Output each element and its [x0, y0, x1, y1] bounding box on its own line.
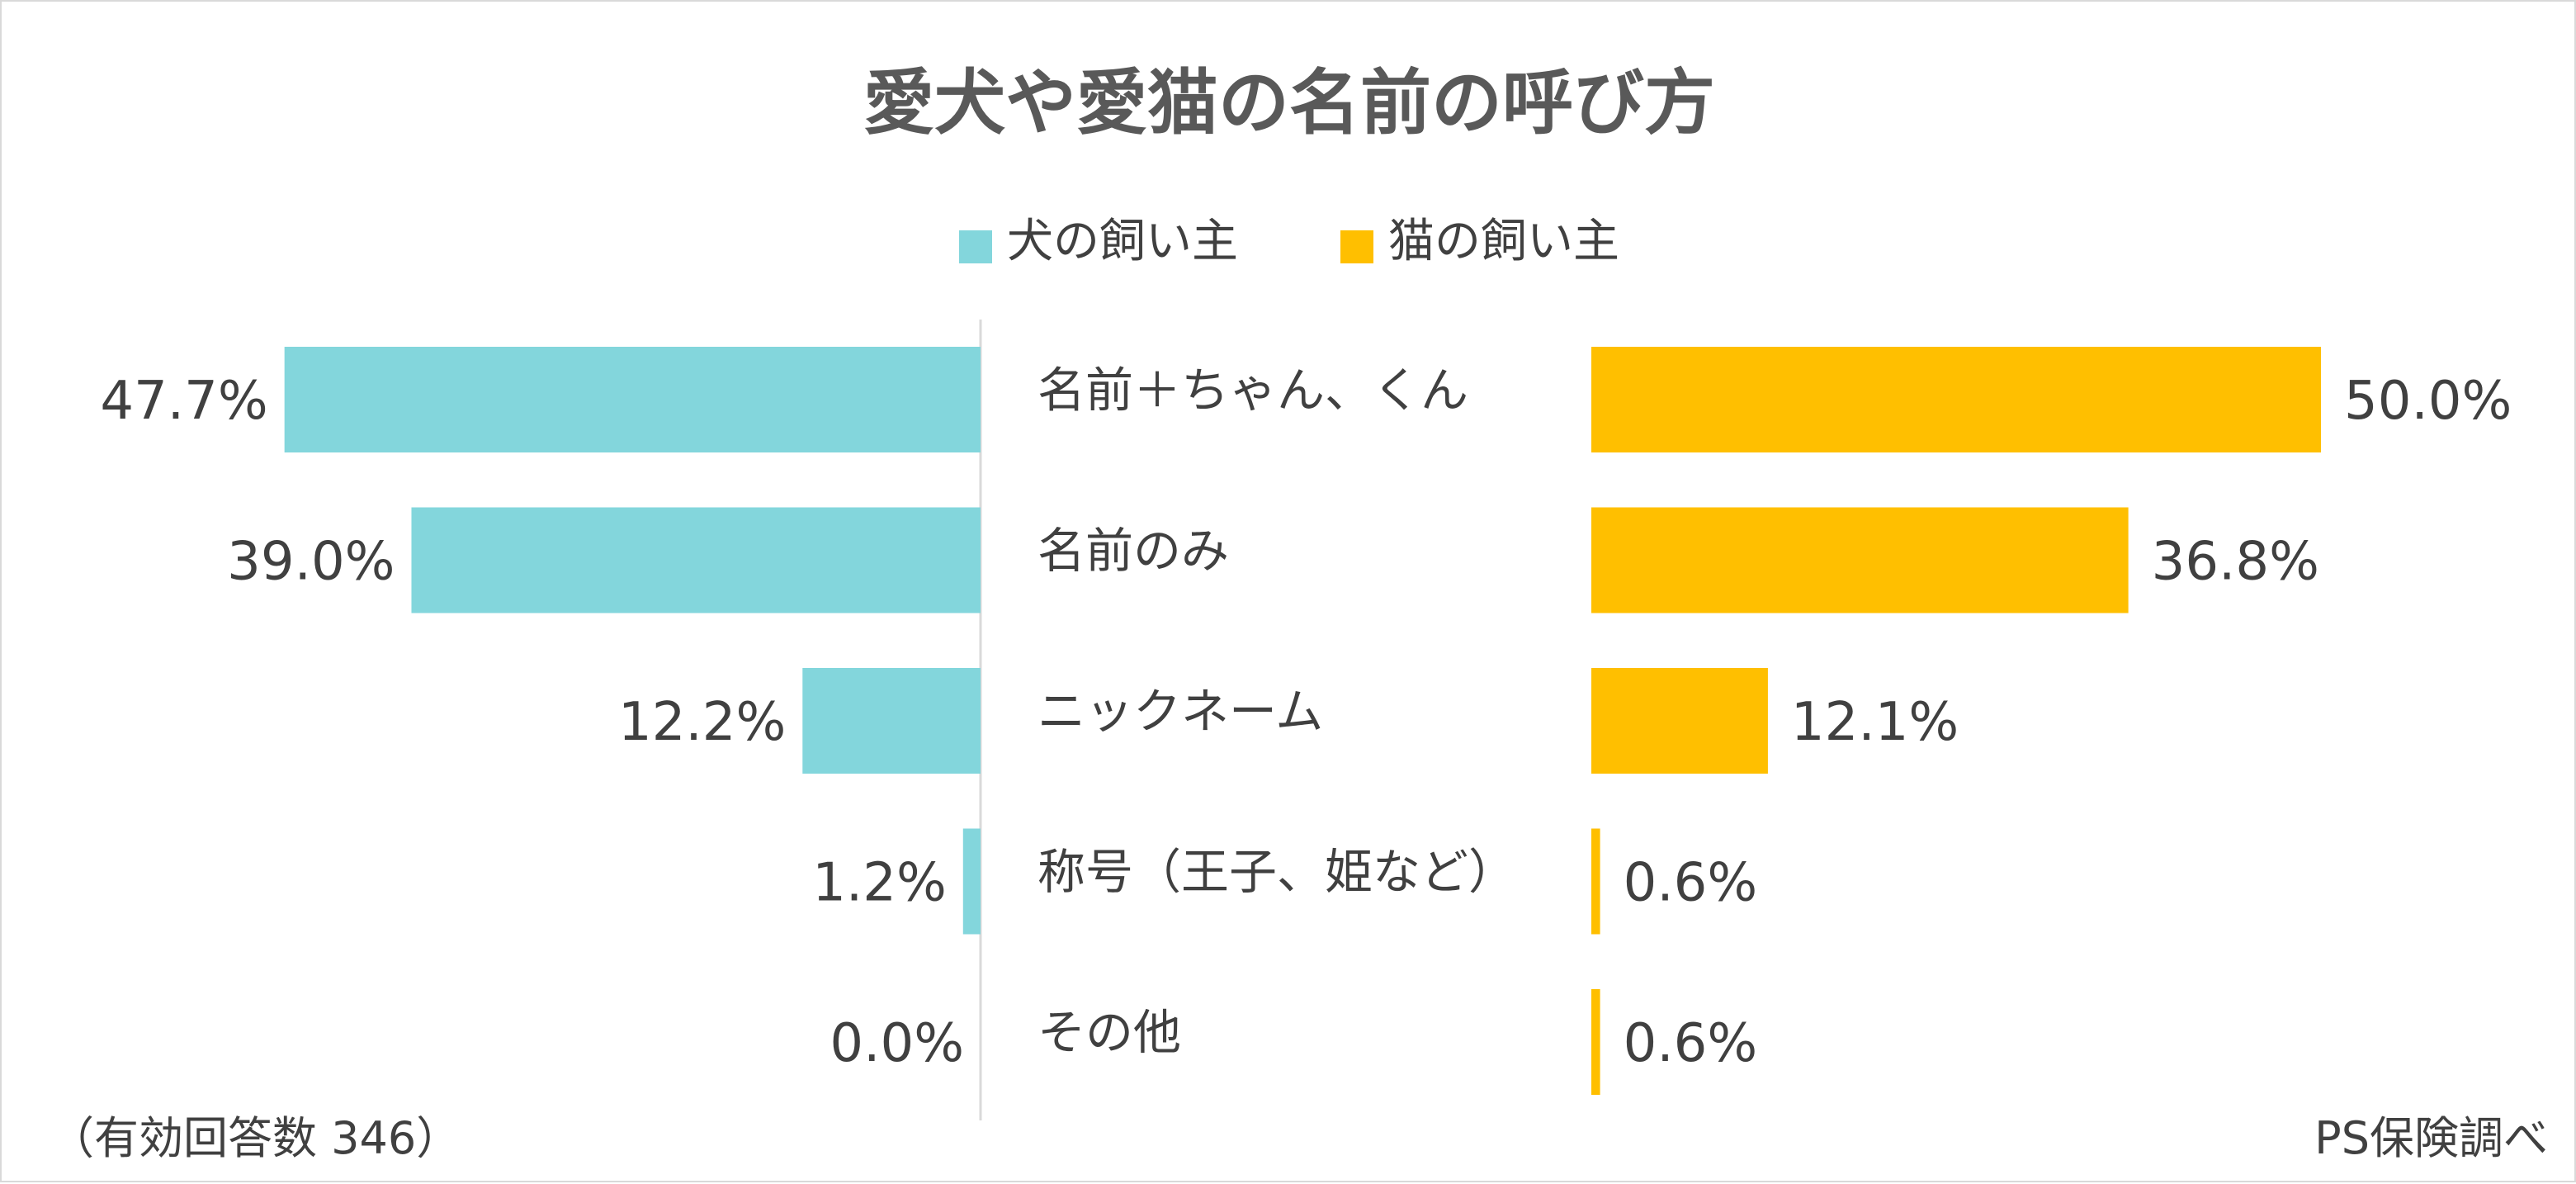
source-note: PS保険調べ [2314, 1112, 2548, 1164]
chart-title: 愛犬や愛猫の名前の呼び方 [863, 62, 1715, 144]
bar-dog [962, 828, 981, 935]
value-label-cat: 50.0% [2344, 371, 2512, 432]
category-label: 名前＋ちゃん、くん [1037, 362, 1468, 419]
bar-dog [802, 668, 981, 774]
category-label: ニックネーム [1037, 684, 1323, 740]
sample-size-note: （有効回答数 346） [50, 1112, 461, 1164]
value-label-dog: 1.2% [812, 853, 947, 914]
bar-cat [1591, 347, 2321, 452]
legend-swatch-cat [1340, 230, 1373, 263]
bars-layer: 47.7% 50.0% 名前＋ちゃん、くん 39.0% 36.8% 名前のみ 12.2% 12… [100, 347, 2512, 1095]
value-label-cat: 36.8% [2152, 532, 2319, 593]
value-label-dog: 47.7% [100, 371, 267, 432]
bar-dog [284, 347, 981, 452]
bar-cat [1591, 989, 1600, 1095]
bar-cat [1591, 668, 1768, 774]
category-label: 名前のみ [1037, 523, 1229, 579]
legend: 犬の飼い主 猫の飼い主 [959, 215, 1619, 268]
legend-label-dog: 犬の飼い主 [1007, 215, 1238, 268]
value-label-dog: 12.2% [618, 692, 786, 753]
legend-swatch-dog [959, 230, 992, 263]
category-label: その他 [1037, 1005, 1181, 1061]
bar-cat [1591, 507, 2129, 613]
value-label-cat: 0.6% [1624, 1013, 1758, 1074]
value-label-dog: 39.0% [227, 532, 395, 593]
bar-cat [1591, 828, 1600, 935]
value-label-cat: 12.1% [1791, 692, 1959, 753]
value-label-cat: 0.6% [1624, 853, 1758, 914]
bar-dog [411, 507, 981, 613]
category-label: 称号（王子、姫など） [1037, 844, 1516, 900]
value-label-dog: 0.0% [830, 1013, 964, 1074]
legend-label-cat: 猫の飼い主 [1388, 215, 1619, 268]
